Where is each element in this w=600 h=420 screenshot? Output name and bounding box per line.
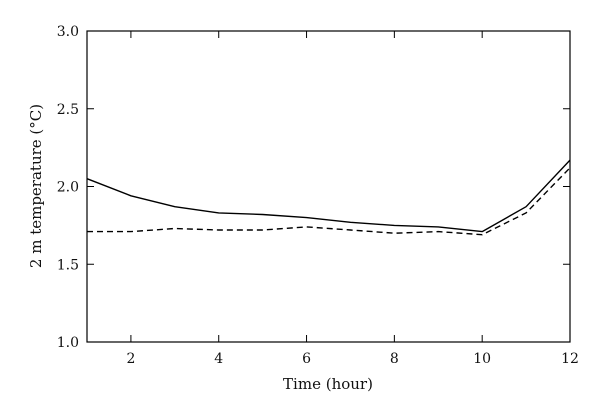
x-tick-label: 8: [390, 351, 399, 367]
plot-frame: [86, 30, 571, 343]
y-tick-label: 1.5: [57, 257, 79, 273]
series-layer: [86, 159, 571, 236]
y-tick-label: 2.0: [57, 180, 79, 196]
x-tick-label: 2: [126, 351, 135, 367]
x-tick-label: 4: [214, 351, 223, 367]
x-axis-ticks: 2 4 6 8 10 12: [126, 31, 579, 367]
y-axis-label: 2 m temperature (°C): [27, 104, 45, 268]
x-axis-label: Time (hour): [283, 375, 373, 393]
series-line-dashed: [87, 167, 571, 236]
x-tick-label: 12: [561, 351, 579, 367]
series-line-solid: [86, 159, 571, 233]
y-tick-label: 2.5: [57, 102, 79, 118]
x-tick-label: 10: [473, 351, 491, 367]
x-tick-label: 6: [302, 351, 311, 367]
y-axis-ticks: 1.0 1.5 2.0 2.5 3.0: [57, 24, 570, 351]
y-tick-label: 1.0: [57, 335, 79, 351]
y-tick-label: 3.0: [57, 24, 79, 40]
